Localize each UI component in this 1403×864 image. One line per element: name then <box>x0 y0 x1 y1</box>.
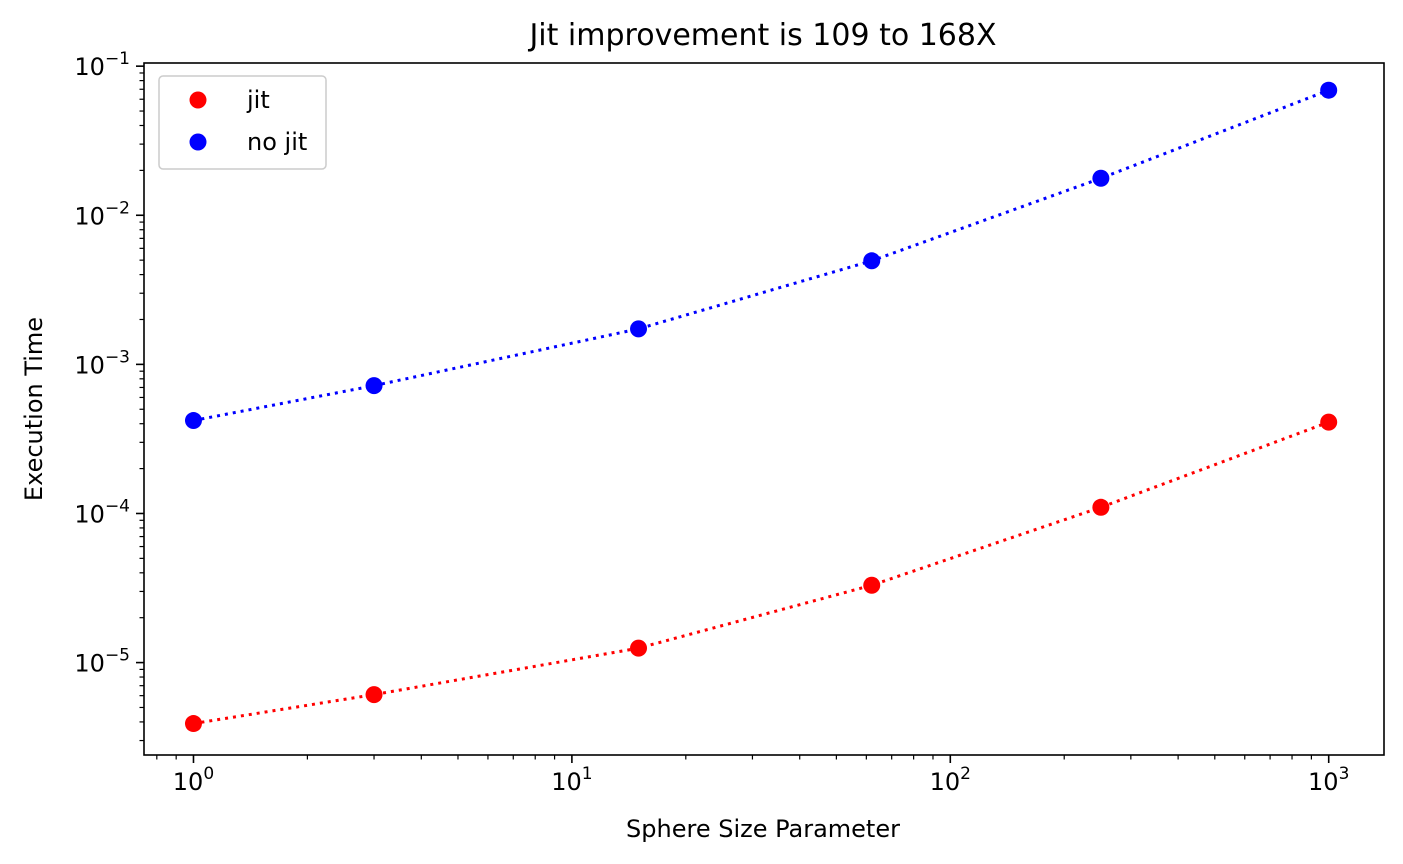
legend-marker-no-jit <box>189 133 207 151</box>
x-axis-label: Sphere Size Parameter <box>626 815 900 843</box>
x-tick-label: 101 <box>551 764 592 796</box>
data-point-jit <box>863 576 881 594</box>
data-point-jit <box>184 715 202 733</box>
data-point-no-jit <box>863 252 881 270</box>
y-tick-label: 10−1 <box>74 49 130 81</box>
x-tick-label: 102 <box>930 764 971 796</box>
data-point-no-jit <box>184 412 202 430</box>
plot-frame <box>143 62 1385 756</box>
series-line-jit <box>193 420 1330 726</box>
chart-title: Jit improvement is 109 to 168X <box>527 18 996 53</box>
data-point-jit <box>630 639 648 657</box>
x-tick-label: 100 <box>173 764 214 796</box>
data-point-jit <box>1320 413 1338 431</box>
data-point-no-jit <box>1092 169 1110 187</box>
series-line-no-jit <box>193 88 1330 423</box>
data-point-no-jit <box>630 320 648 338</box>
legend-marker-jit <box>189 91 207 109</box>
legend-label-no-jit: no jit <box>247 128 307 156</box>
data-point-jit <box>365 686 383 704</box>
data-point-no-jit <box>365 377 383 395</box>
legend-label-jit: jit <box>246 86 270 114</box>
data-point-jit <box>1092 498 1110 516</box>
plot-area <box>184 81 1338 733</box>
axis-ticks: 100 101 102 103 10−5 10−4 10−3 10−2 10−1 <box>74 49 1349 796</box>
data-point-no-jit <box>1320 81 1338 99</box>
y-tick-label: 10−4 <box>74 496 130 528</box>
legend: jit no jit <box>158 75 327 170</box>
y-axis-label: Execution Time <box>20 317 48 501</box>
y-tick-label: 10−2 <box>74 198 130 230</box>
y-tick-label: 10−5 <box>74 646 130 678</box>
x-tick-label: 103 <box>1308 764 1349 796</box>
y-tick-label: 10−3 <box>74 347 130 379</box>
